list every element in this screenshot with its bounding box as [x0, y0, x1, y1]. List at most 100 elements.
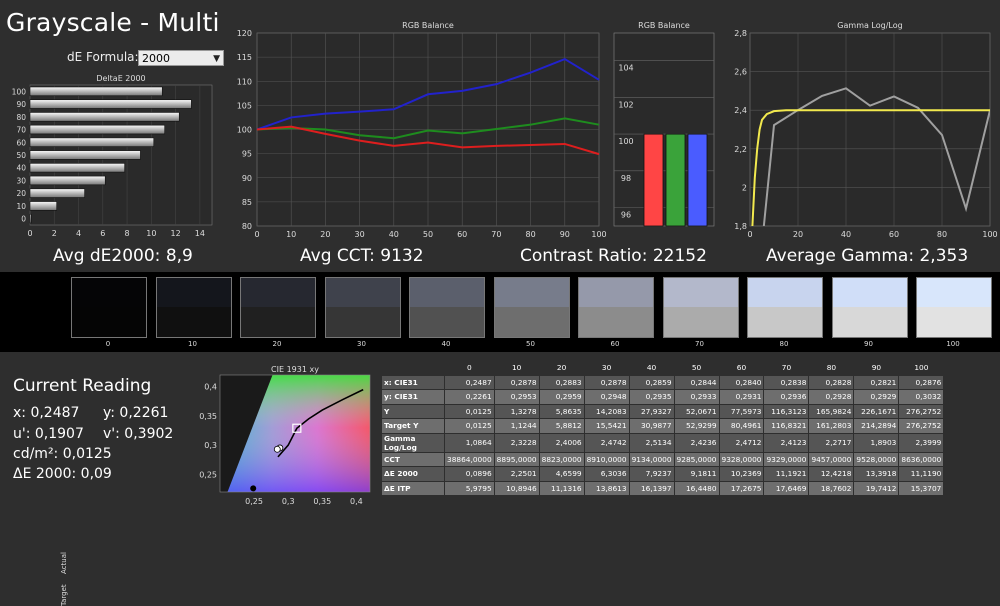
table-cell: 2,4742 — [583, 432, 630, 453]
swatch-actual — [324, 277, 401, 308]
table-column-header: 20 — [538, 360, 585, 376]
rgb-line-x-tick: 0 — [254, 230, 259, 239]
table-row-label: y: CIE31 — [381, 389, 445, 405]
swatch-target — [578, 307, 654, 338]
rgb-bar-y-tick: 98 — [621, 174, 631, 183]
rgb-line-y-tick: 115 — [237, 53, 252, 62]
cie-y-tick: 0,3 — [204, 441, 217, 450]
table-cell: 11,1190 — [898, 466, 945, 482]
table-cell: 0,2929 — [853, 389, 900, 405]
rgb-line-series — [256, 125, 600, 156]
table-cell: 0,0125 — [444, 418, 495, 434]
cie-x-tick: 0,3 — [282, 497, 295, 506]
cie-x-tick: 0,4 — [350, 497, 363, 506]
gamma-x-tick: 40 — [841, 230, 851, 239]
cie-current-point — [250, 485, 257, 492]
table-cell: 1,8903 — [853, 432, 900, 453]
rgb-line-x-tick: 80 — [526, 230, 536, 239]
table-cell: 15,5421 — [583, 418, 630, 434]
cie-measured-point — [273, 445, 281, 453]
avg-de-stat: Avg dE2000: 8,9 — [53, 246, 193, 266]
delta-e-y-tick: 0 — [21, 215, 26, 224]
reading-x: x: 0,2487 — [13, 405, 80, 421]
rgb-line-x-tick: 20 — [320, 230, 330, 239]
delta-e-y-tick: 60 — [16, 138, 26, 147]
swatch-actual — [662, 277, 739, 308]
rgb-bar — [687, 133, 708, 227]
cie-y-tick: 0,35 — [199, 412, 217, 421]
swatch-actual — [240, 277, 316, 308]
table-cell: 0,2936 — [763, 389, 810, 405]
delta-e-x-tick: 6 — [100, 229, 105, 238]
table-cell: 0,2959 — [538, 389, 585, 405]
rgb-line-x-tick: 50 — [423, 230, 433, 239]
gamma-x-tick: 20 — [793, 230, 803, 239]
table-cell: 0,2928 — [808, 389, 855, 405]
de-formula-value: 2000 — [142, 52, 170, 65]
rgb-line-x-tick: 60 — [457, 230, 467, 239]
table-cell: 16,1397 — [628, 480, 675, 496]
swatch-target — [747, 307, 823, 338]
delta-e-y-tick: 40 — [16, 164, 26, 173]
table-cell: 214,2894 — [853, 418, 900, 434]
delta-e-x-tick: 0 — [27, 229, 32, 238]
current-reading-title: Current Reading — [13, 376, 152, 396]
table-cell: 226,1671 — [853, 403, 900, 419]
delta-e-bar — [29, 137, 155, 147]
rgb-bar-y-tick: 96 — [621, 211, 631, 220]
delta-e-y-tick: 20 — [16, 189, 26, 198]
table-cell: 13,3918 — [853, 466, 900, 482]
table-column-header: 90 — [853, 360, 900, 376]
table-cell: 1,3278 — [493, 403, 540, 419]
table-cell: 0,2948 — [583, 389, 630, 405]
table-cell: 10,2369 — [718, 466, 765, 482]
rgb-bar — [665, 133, 686, 227]
table-cell: 9134,0000 — [628, 451, 675, 467]
cie-title: CIE 1931 xy — [271, 365, 319, 374]
cie-locus — [277, 388, 364, 458]
table-cell: 19,7412 — [853, 480, 900, 496]
table-cell: 2,3999 — [898, 432, 945, 453]
cie-y-tick: 0,4 — [204, 383, 217, 392]
table-cell: 0,2840 — [718, 374, 765, 390]
table-cell: 80,4961 — [718, 418, 765, 434]
table-cell: 1,1244 — [493, 418, 540, 434]
cie-chart: CIE 1931 xy 0,25 0,3 0,35 0,4 0,25 0,3 0,35 0,4 — [199, 365, 371, 506]
table-cell: 0,2261 — [444, 389, 495, 405]
rgb-line-y-tick: 85 — [242, 198, 252, 207]
avg-cct-stat: Avg CCT: 9132 — [300, 246, 424, 266]
table-row: y: CIE31 0,2261 0,2953 0,2959 0,2948 0,2935 0,… — [381, 389, 945, 405]
target-row-label: Target — [60, 584, 68, 606]
grayscale-swatch-band: Actual Target 0 10 20 30 40 50 60 70 80 90 100 — [0, 272, 1000, 606]
gamma-x-tick: 80 — [937, 230, 947, 239]
rgb-line-series — [256, 117, 600, 140]
delta-e-x-tick: 2 — [52, 229, 57, 238]
rgb-line-x-tick: 70 — [491, 230, 501, 239]
table-row: Target Y 0,0125 1,1244 5,8812 15,5421 30,9877… — [381, 418, 945, 434]
table-row-label: x: CIE31 — [381, 374, 445, 390]
table-cell: 18,7602 — [808, 480, 855, 496]
table-cell: 0,2953 — [493, 389, 540, 405]
swatch-level-label: 10 — [188, 340, 197, 348]
delta-e-bar — [29, 86, 163, 97]
table-row-label: ΔE 2000 — [381, 466, 445, 482]
de-formula-select[interactable]: 2000 ▼ — [138, 50, 224, 66]
table-cell: 14,2083 — [583, 403, 630, 419]
table-cell: 276,2752 — [898, 418, 945, 434]
gamma-y-tick: 2,4 — [734, 106, 747, 115]
delta-e-y-tick: 30 — [16, 176, 26, 185]
reading-de: ΔE 2000: 0,09 — [13, 466, 112, 482]
table-cell: 30,9877 — [628, 418, 675, 434]
delta-e-bar — [29, 99, 192, 109]
table-row: Y 0,0125 1,3278 5,8635 14,2083 27,9327 52,0671… — [381, 403, 945, 419]
swatch-level-label: 0 — [105, 340, 111, 348]
table-cell: 276,2752 — [898, 403, 945, 419]
table-cell: 0,2878 — [583, 374, 630, 390]
table-header-row: 0 10 20 30 40 50 60 70 80 90 100 — [381, 360, 945, 376]
rgb-line-y-tick: 95 — [242, 150, 252, 159]
table-cell: 116,8321 — [763, 418, 810, 434]
rgb-balance-line-chart: RGB Balance 80 85 90 95 100 105 110 115 120 0 10 20 3… — [237, 21, 607, 239]
table-cell: 0,3032 — [898, 389, 945, 405]
table-cell: 0,2828 — [808, 374, 855, 390]
cie-border — [219, 374, 371, 493]
